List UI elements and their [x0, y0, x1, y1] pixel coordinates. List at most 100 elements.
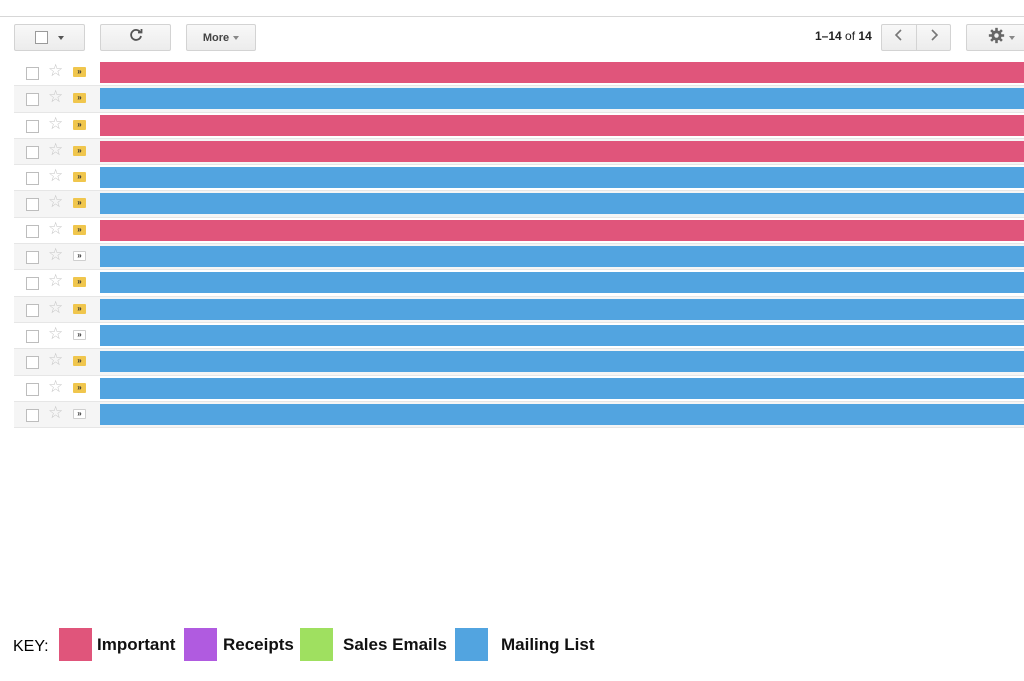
page-of-label: of: [845, 29, 856, 43]
importance-marker-icon[interactable]: »: [73, 145, 86, 156]
chevron-down-icon: [58, 35, 64, 40]
star-icon[interactable]: ☆: [48, 376, 64, 396]
email-category-bar-mailing: [100, 88, 1024, 110]
email-row[interactable]: ☆»: [14, 401, 1024, 429]
key-swatch-important: [59, 628, 92, 661]
star-icon[interactable]: ☆: [48, 402, 64, 422]
row-checkbox[interactable]: [26, 382, 39, 396]
email-row[interactable]: ☆»: [14, 270, 1024, 297]
select-all-button[interactable]: [14, 24, 85, 51]
row-checkbox[interactable]: [26, 145, 39, 159]
row-checkbox[interactable]: [26, 198, 39, 212]
email-row[interactable]: ☆»: [14, 322, 1024, 350]
row-checkbox[interactable]: [26, 356, 39, 370]
star-icon[interactable]: ☆: [48, 113, 64, 133]
star-icon[interactable]: ☆: [48, 139, 64, 159]
color-key: KEY: Important Receipts Sales Emails Mai…: [0, 628, 1024, 664]
importance-marker-icon[interactable]: »: [73, 382, 86, 393]
email-category-bar-mailing: [100, 324, 1024, 346]
chevron-left-icon: [894, 28, 904, 47]
star-icon[interactable]: ☆: [48, 271, 64, 291]
importance-marker-icon[interactable]: »: [73, 198, 86, 209]
chevron-down-icon: [1009, 35, 1015, 40]
row-checkbox[interactable]: [26, 277, 39, 291]
email-category-bar-mailing: [100, 167, 1024, 189]
star-icon[interactable]: ☆: [48, 323, 64, 343]
email-row[interactable]: ☆»: [14, 60, 1024, 87]
importance-marker-icon[interactable]: »: [73, 172, 86, 183]
refresh-icon: [128, 27, 144, 48]
email-row[interactable]: ☆»: [14, 375, 1024, 402]
star-icon[interactable]: ☆: [48, 166, 64, 186]
chevron-down-icon: [233, 35, 240, 40]
row-checkbox[interactable]: [26, 408, 39, 422]
star-icon[interactable]: ☆: [48, 245, 64, 265]
importance-marker-icon[interactable]: »: [73, 408, 86, 419]
email-category-bar-mailing: [100, 351, 1024, 373]
importance-marker-icon[interactable]: »: [73, 224, 86, 235]
email-row[interactable]: ☆»: [14, 217, 1024, 245]
email-row[interactable]: ☆»: [14, 244, 1024, 271]
email-row[interactable]: ☆»: [14, 86, 1024, 113]
key-label-important: Important: [97, 635, 176, 654]
email-category-bar-important: [100, 114, 1024, 136]
row-checkbox[interactable]: [26, 224, 39, 238]
key-label-sales: Sales Emails: [343, 635, 447, 654]
star-icon[interactable]: ☆: [48, 218, 64, 238]
row-checkbox[interactable]: [26, 251, 39, 265]
checkbox-icon: [35, 31, 48, 44]
pagination-count: 1–14 of 14: [815, 29, 872, 43]
email-category-bar-mailing: [100, 272, 1024, 294]
email-row[interactable]: ☆»: [14, 296, 1024, 323]
toolbar: More 1–14 of 14: [0, 16, 1024, 61]
row-checkbox[interactable]: [26, 67, 39, 80]
more-button[interactable]: More: [186, 24, 256, 51]
email-list: ☆» ☆» ☆» ☆» ☆» ☆» ☆» ☆» ☆» ☆» ☆» ☆» ☆» ☆»: [14, 60, 1024, 429]
key-label-mailing: Mailing List: [501, 635, 595, 654]
key-swatch-mailing: [455, 628, 488, 661]
key-swatch-receipts: [184, 628, 217, 661]
importance-marker-icon[interactable]: »: [73, 277, 86, 288]
importance-marker-icon[interactable]: »: [73, 119, 86, 130]
importance-marker-icon[interactable]: »: [73, 303, 86, 314]
more-label: More: [202, 31, 230, 44]
key-title: KEY:: [13, 638, 49, 655]
importance-marker-icon[interactable]: »: [73, 356, 86, 367]
email-row[interactable]: ☆»: [14, 165, 1024, 192]
email-row[interactable]: ☆»: [14, 138, 1024, 166]
newer-button[interactable]: [881, 24, 917, 51]
importance-marker-icon[interactable]: »: [73, 93, 86, 104]
email-category-bar-important: [100, 140, 1024, 162]
email-row[interactable]: ☆»: [14, 112, 1024, 139]
settings-button[interactable]: [966, 24, 1024, 51]
row-checkbox[interactable]: [26, 329, 39, 343]
row-checkbox[interactable]: [26, 172, 39, 186]
page-total: 14: [858, 29, 872, 43]
email-category-bar-mailing: [100, 403, 1024, 425]
star-icon[interactable]: ☆: [48, 87, 64, 107]
older-button[interactable]: [916, 24, 951, 51]
importance-marker-icon[interactable]: »: [73, 251, 86, 262]
star-icon[interactable]: ☆: [48, 297, 64, 317]
star-icon[interactable]: ☆: [48, 192, 64, 212]
importance-marker-icon[interactable]: »: [73, 329, 86, 340]
email-category-bar-mailing: [100, 246, 1024, 268]
importance-marker-icon[interactable]: »: [73, 67, 86, 77]
email-category-bar-mailing: [100, 377, 1024, 399]
email-category-bar-important: [100, 62, 1024, 83]
page-range: 1–14: [815, 29, 842, 43]
star-icon[interactable]: ☆: [48, 350, 64, 370]
row-checkbox[interactable]: [26, 303, 39, 317]
email-category-bar-mailing: [100, 193, 1024, 215]
key-label-receipts: Receipts: [223, 635, 294, 654]
gear-icon: [988, 27, 1005, 49]
email-category-bar-mailing: [100, 298, 1024, 320]
email-category-bar-important: [100, 219, 1024, 241]
email-row[interactable]: ☆»: [14, 191, 1024, 218]
star-icon[interactable]: ☆: [48, 61, 64, 80]
row-checkbox[interactable]: [26, 119, 39, 133]
chevron-right-icon: [929, 28, 939, 47]
row-checkbox[interactable]: [26, 93, 39, 107]
refresh-button[interactable]: [100, 24, 171, 51]
email-row[interactable]: ☆»: [14, 349, 1024, 376]
